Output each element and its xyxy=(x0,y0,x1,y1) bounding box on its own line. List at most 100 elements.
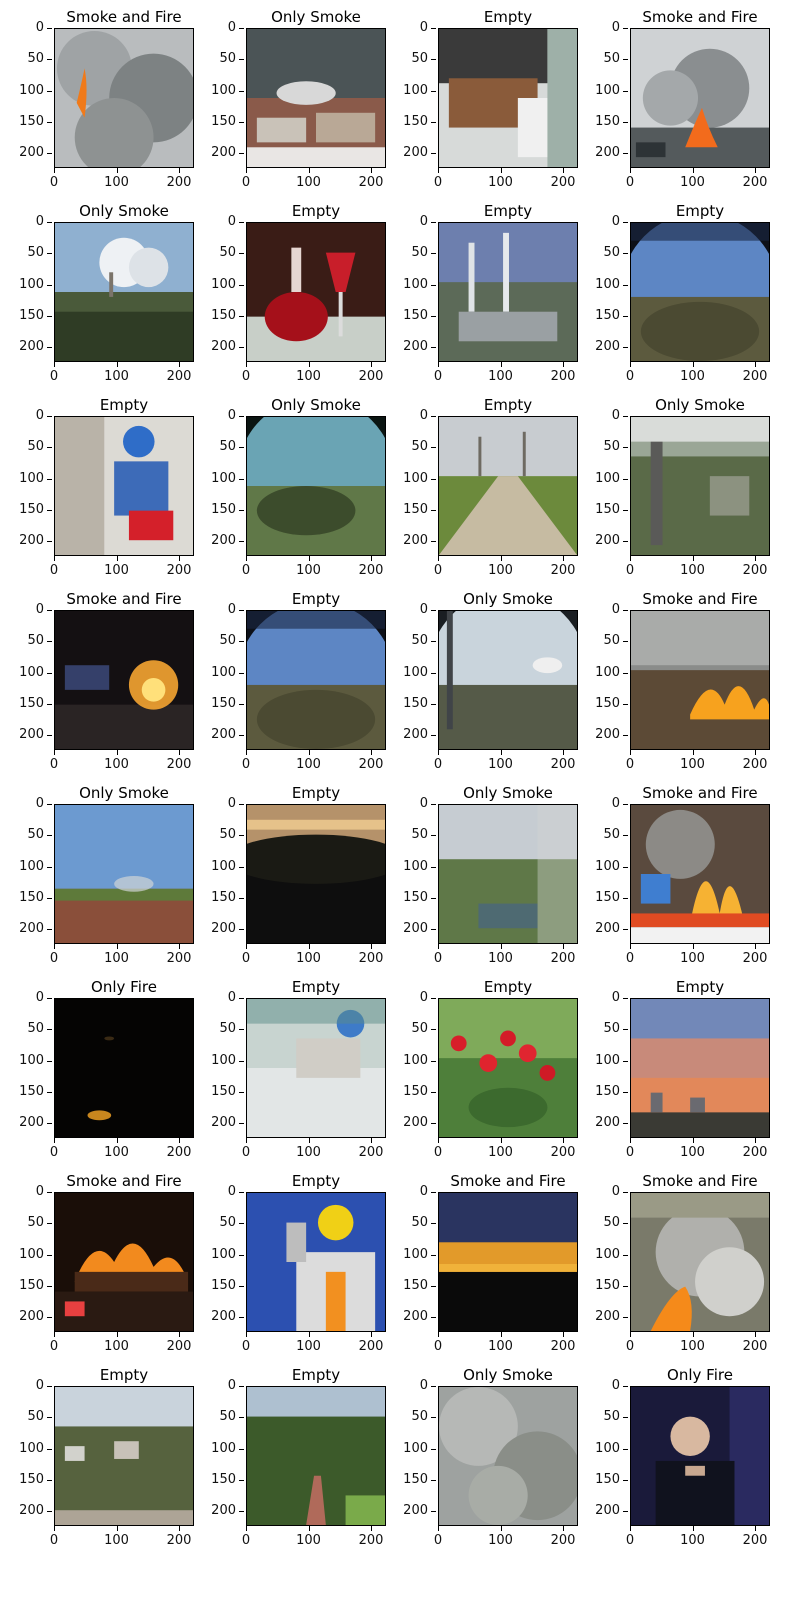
image-panel: Only Smoke 0 50 100 150 200 0 100 200 xyxy=(576,396,772,590)
panel-image xyxy=(54,1386,194,1526)
y-tick-label: 50 xyxy=(196,634,244,648)
y-tick-label: 0 xyxy=(196,409,244,423)
y-tick-label: 100 xyxy=(4,859,52,874)
image-panel: Empty 0 50 100 150 200 0 100 200 xyxy=(192,1366,388,1560)
y-tick-label: 0 xyxy=(4,1185,52,1199)
y-tick-label: 50 xyxy=(4,440,52,454)
y-tick-label: 100 xyxy=(388,1441,436,1456)
x-tick-label: 0 xyxy=(226,1138,266,1160)
y-tick-label: 50 xyxy=(580,1410,628,1424)
image-panel: Only Smoke 0 50 100 150 200 0 100 200 xyxy=(192,396,388,590)
x-tick-label: 100 xyxy=(673,168,713,190)
y-tick-label: 150 xyxy=(388,308,436,323)
y-tick-label: 100 xyxy=(196,1247,244,1262)
panel-title: Empty xyxy=(291,1172,341,1190)
x-tick-label: 200 xyxy=(159,1138,199,1160)
y-tick-label: 150 xyxy=(4,502,52,517)
y-tick-label: 100 xyxy=(388,1247,436,1262)
y-tick-label: 50 xyxy=(580,634,628,648)
x-tick-label: 100 xyxy=(673,750,713,772)
y-tick-label: 0 xyxy=(580,409,628,423)
x-tick-label: 0 xyxy=(610,944,650,966)
panel-title: Only Smoke xyxy=(463,1366,553,1384)
image-panel: Empty 0 50 100 150 200 0 100 200 xyxy=(0,396,196,590)
x-tick-label: 0 xyxy=(34,168,74,190)
y-tick-label: 200 xyxy=(388,728,436,742)
y-tick-label: 50 xyxy=(4,1410,52,1424)
y-tick-label: 150 xyxy=(4,1472,52,1487)
image-panel: Only Smoke 0 50 100 150 200 0 100 200 xyxy=(0,202,196,396)
y-tick-label: 0 xyxy=(388,1379,436,1393)
y-tick-label: 150 xyxy=(388,1084,436,1099)
x-tick-label: 100 xyxy=(97,750,137,772)
x-tick-label: 0 xyxy=(610,1526,650,1548)
y-tick-label: 50 xyxy=(388,440,436,454)
y-tick-label: 0 xyxy=(4,603,52,617)
y-tick-label: 150 xyxy=(4,1084,52,1099)
y-tick-label: 50 xyxy=(388,1022,436,1036)
x-tick-label: 0 xyxy=(34,750,74,772)
x-tick-label: 0 xyxy=(610,750,650,772)
image-panel: Only Smoke 0 50 100 150 200 0 100 200 xyxy=(384,590,580,784)
y-tick-label: 0 xyxy=(4,991,52,1005)
y-tick-label: 100 xyxy=(196,83,244,98)
panel-title: Only Fire xyxy=(91,978,157,996)
panel-image xyxy=(54,998,194,1138)
image-panel: Empty 0 50 100 150 200 0 100 200 xyxy=(0,1366,196,1560)
y-tick-label: 100 xyxy=(196,859,244,874)
panel-title: Empty xyxy=(291,1366,341,1384)
y-tick-label: 150 xyxy=(196,696,244,711)
y-tick-label: 100 xyxy=(580,277,628,292)
y-tick-label: 100 xyxy=(4,1247,52,1262)
panel-image xyxy=(630,1386,770,1526)
y-tick-label: 50 xyxy=(388,828,436,842)
y-tick-label: 100 xyxy=(196,1053,244,1068)
y-tick-label: 50 xyxy=(388,1410,436,1424)
y-tick-label: 100 xyxy=(196,665,244,680)
panel-image xyxy=(630,28,770,168)
x-tick-label: 0 xyxy=(34,1332,74,1354)
y-tick-label: 100 xyxy=(580,471,628,486)
x-tick-label: 200 xyxy=(351,944,391,966)
x-tick-label: 0 xyxy=(418,168,458,190)
y-tick-label: 150 xyxy=(580,890,628,905)
image-panel: Empty 0 50 100 150 200 0 100 200 xyxy=(192,590,388,784)
x-tick-label: 100 xyxy=(289,168,329,190)
x-tick-label: 200 xyxy=(543,1138,583,1160)
y-tick-label: 150 xyxy=(196,1278,244,1293)
image-panel: Only Fire 0 50 100 150 200 0 100 200 xyxy=(576,1366,772,1560)
x-tick-label: 200 xyxy=(543,1332,583,1354)
y-tick-label: 150 xyxy=(196,1472,244,1487)
y-tick-label: 100 xyxy=(580,1441,628,1456)
y-tick-label: 50 xyxy=(580,828,628,842)
image-panel: Empty 0 50 100 150 200 0 100 200 xyxy=(384,202,580,396)
panel-image xyxy=(438,1386,578,1526)
x-tick-label: 100 xyxy=(673,1332,713,1354)
y-tick-label: 150 xyxy=(388,696,436,711)
x-tick-label: 100 xyxy=(97,1138,137,1160)
y-tick-label: 200 xyxy=(4,1310,52,1324)
y-tick-label: 0 xyxy=(388,603,436,617)
y-tick-label: 200 xyxy=(388,534,436,548)
y-tick-label: 200 xyxy=(388,340,436,354)
y-tick-label: 0 xyxy=(580,991,628,1005)
x-tick-label: 0 xyxy=(418,1138,458,1160)
panel-title: Empty xyxy=(291,978,341,996)
image-panel: Only Fire 0 50 100 150 200 0 100 200 xyxy=(0,978,196,1172)
x-tick-label: 100 xyxy=(289,556,329,578)
y-tick-label: 100 xyxy=(580,83,628,98)
y-tick-label: 150 xyxy=(580,1472,628,1487)
image-panel: Smoke and Fire 0 50 100 150 200 0 100 200 xyxy=(384,1172,580,1366)
image-panel: Smoke and Fire 0 50 100 150 200 0 100 200 xyxy=(576,8,772,202)
y-tick-label: 150 xyxy=(388,1278,436,1293)
x-tick-label: 0 xyxy=(34,1526,74,1548)
panel-image xyxy=(246,222,386,362)
x-tick-label: 200 xyxy=(351,362,391,384)
y-tick-label: 0 xyxy=(580,797,628,811)
y-tick-label: 50 xyxy=(4,1022,52,1036)
x-tick-label: 100 xyxy=(289,750,329,772)
y-tick-label: 100 xyxy=(388,665,436,680)
y-tick-label: 200 xyxy=(196,728,244,742)
x-tick-label: 200 xyxy=(543,944,583,966)
x-tick-label: 200 xyxy=(735,556,775,578)
